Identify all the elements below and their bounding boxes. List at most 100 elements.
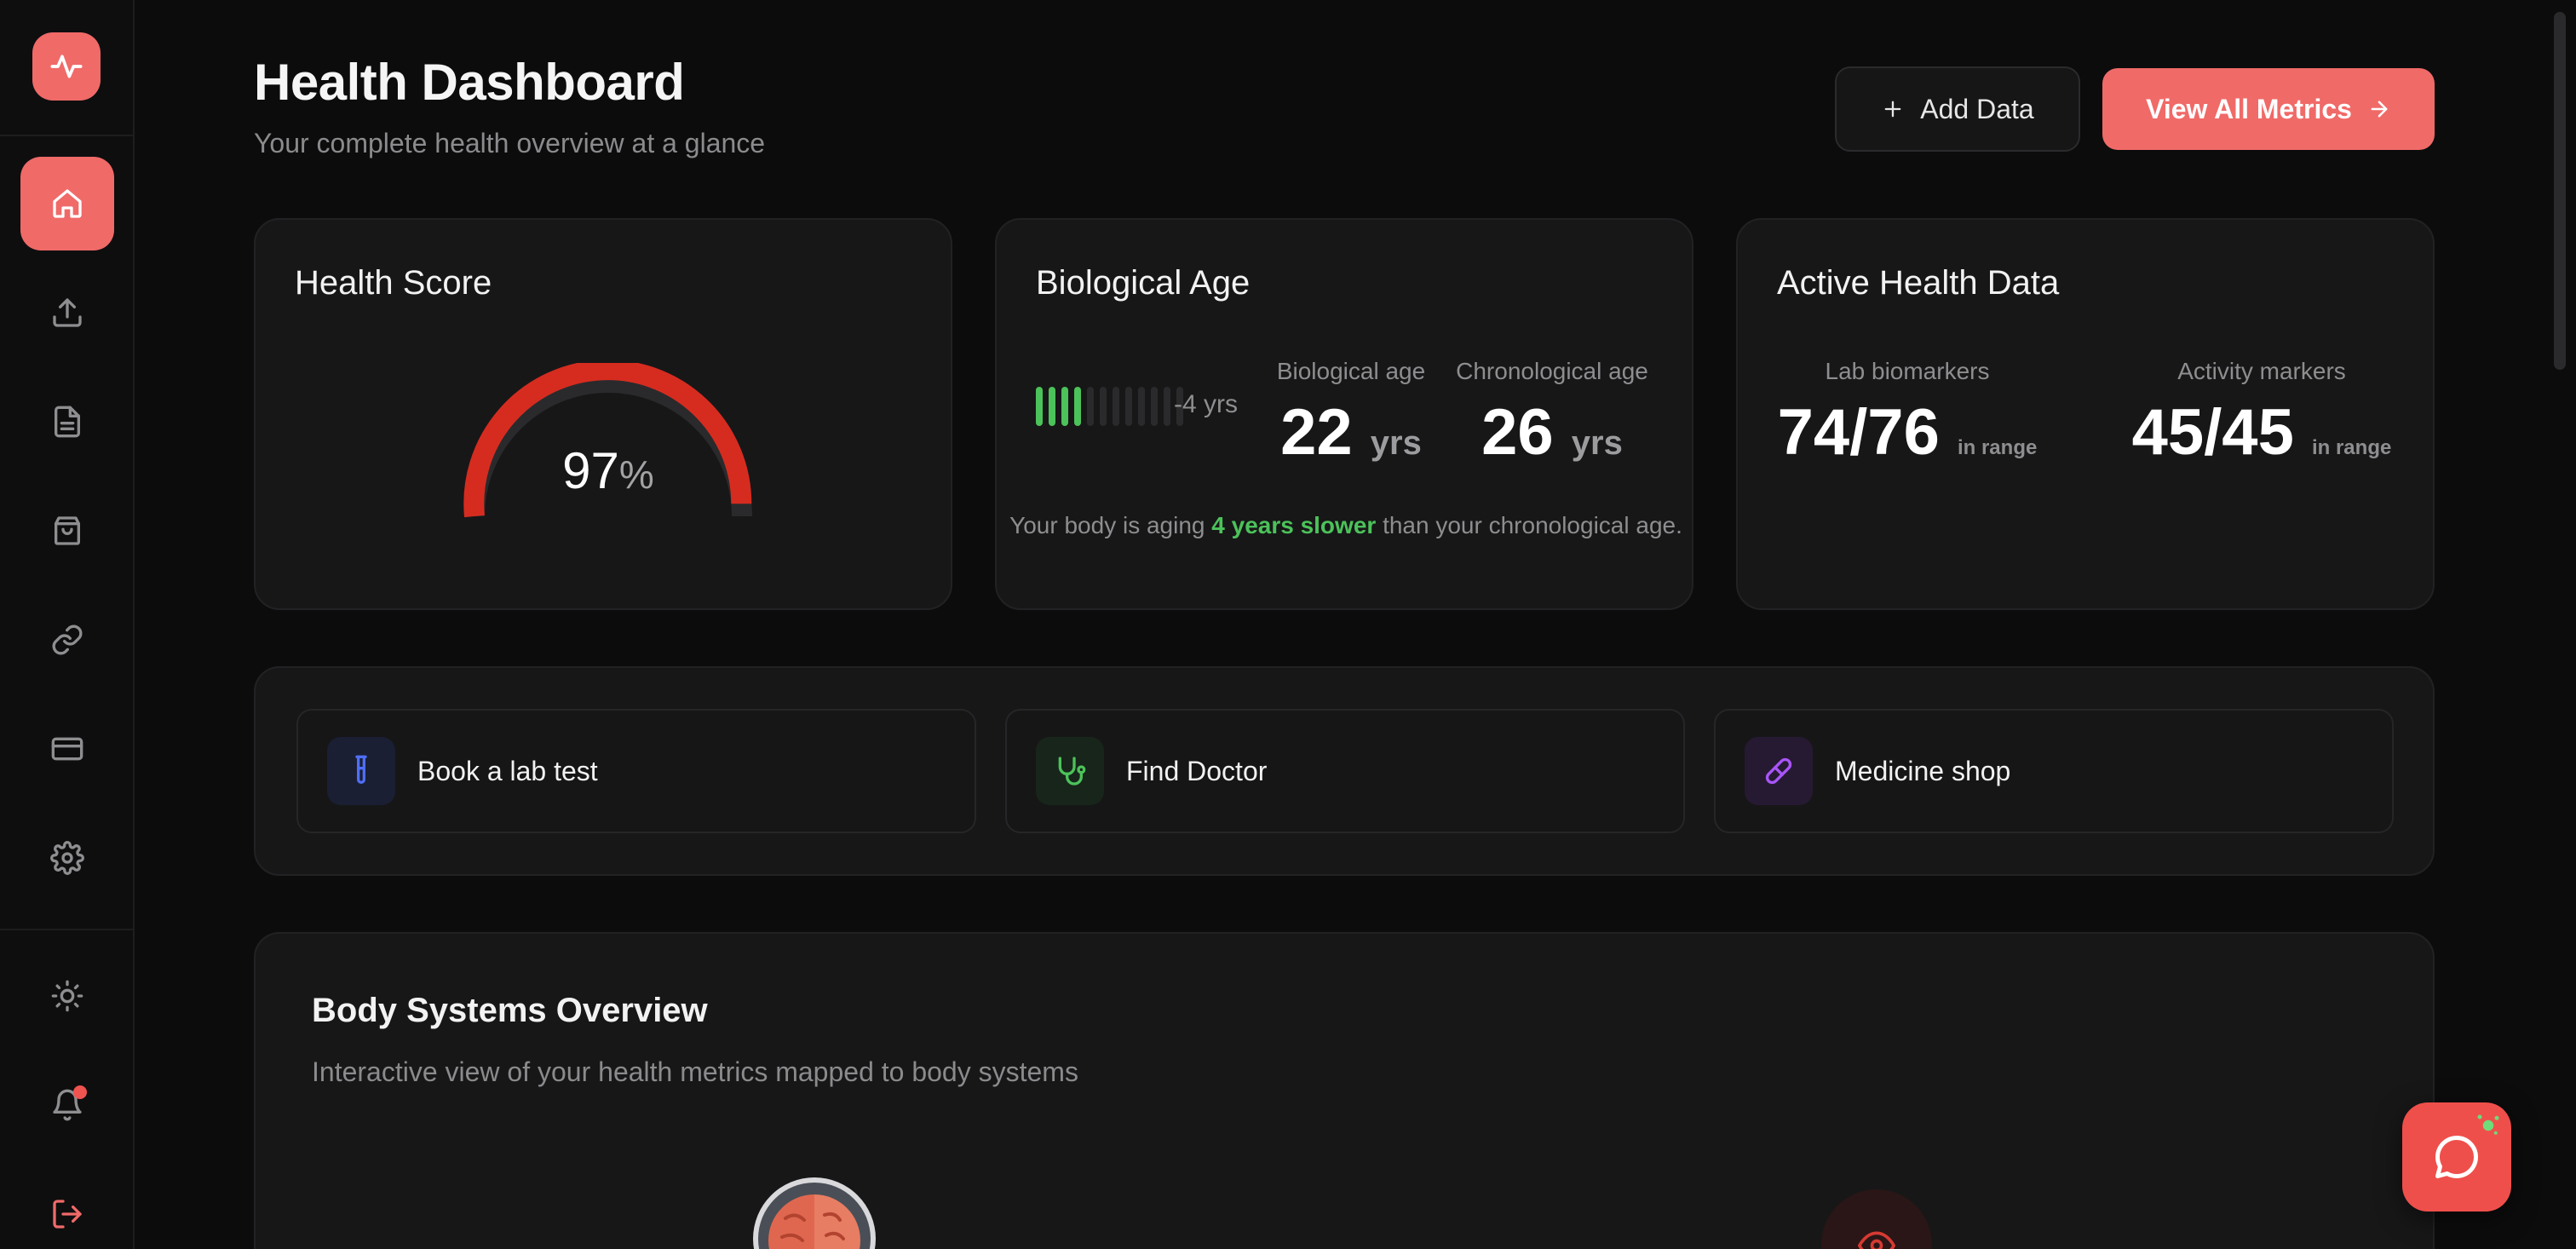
sun-icon — [51, 980, 83, 1012]
age-delta-bars — [1036, 387, 1183, 426]
logout-button[interactable] — [20, 1167, 114, 1249]
test-tube-icon — [355, 755, 367, 784]
biological-age-stat: Biological age 22 yrs — [1266, 358, 1436, 465]
biological-age-card: Biological Age -4 yrs Biological age 22 … — [995, 218, 1693, 610]
chronological-age-value-wrap: 26 yrs — [1450, 400, 1654, 465]
add-data-label: Add Data — [1920, 93, 2034, 124]
app-logo[interactable] — [32, 32, 101, 101]
notification-badge — [73, 1085, 87, 1099]
sidebar-item-billing[interactable] — [20, 702, 114, 796]
eye-icon — [1858, 1231, 1895, 1249]
age-delta: -4 yrs — [1174, 390, 1238, 418]
aging-note: Your body is aging 4 years slower than y… — [997, 508, 1695, 543]
age-delta-bar — [1151, 387, 1158, 426]
bell-icon — [53, 1089, 82, 1121]
notifications-button[interactable] — [20, 1058, 114, 1152]
biological-age-value-wrap: 22 yrs — [1266, 400, 1436, 465]
stethoscope-icon — [1058, 757, 1086, 786]
pulse-icon — [50, 55, 83, 78]
biological-age-value: 22 — [1280, 396, 1353, 469]
home-icon — [53, 189, 82, 218]
age-delta-bar — [1087, 387, 1094, 426]
find-doctor-button[interactable]: Find Doctor — [1005, 709, 1685, 833]
activity-markers-value-wrap: 45/45 in range — [2126, 400, 2397, 465]
aging-note-highlight: 4 years slower — [1211, 512, 1377, 538]
body-systems-subtitle: Interactive view of your health metrics … — [312, 1056, 1078, 1087]
chat-assistant-button[interactable] — [2402, 1102, 2511, 1212]
eye-system-node[interactable] — [1821, 1189, 1932, 1249]
sidebar-item-settings[interactable] — [20, 811, 114, 905]
biological-age-unit: yrs — [1370, 424, 1422, 462]
find-doctor-label: Find Doctor — [1126, 755, 1268, 786]
view-all-metrics-label: View All Metrics — [2146, 93, 2352, 124]
sidebar-item-home[interactable] — [20, 157, 114, 250]
health-score-unit: % — [618, 452, 654, 497]
sidebar-item-integrations[interactable] — [20, 593, 114, 687]
brain-system-node[interactable] — [753, 1177, 876, 1249]
chronological-age-value: 26 — [1481, 396, 1554, 469]
upload-icon — [53, 298, 82, 327]
credit-card-icon — [51, 737, 83, 761]
sparkle-icon — [2477, 1114, 2499, 1135]
medicine-shop-label: Medicine shop — [1835, 755, 2011, 786]
aging-note-post: than your chronological age. — [1376, 512, 1682, 538]
add-data-button[interactable]: Add Data — [1835, 66, 2080, 152]
gauge-fill — [463, 360, 752, 518]
sidebar-divider — [0, 929, 133, 930]
lab-biomarkers-stat: Lab biomarkers 74/76 in range — [1777, 358, 2038, 465]
activity-markers-value: 45/45 — [2131, 396, 2294, 469]
view-all-metrics-button[interactable]: View All Metrics — [2102, 68, 2435, 150]
activity-markers-label: Activity markers — [2177, 358, 2346, 384]
chronological-age-label: Chronological age — [1456, 358, 1648, 384]
active-health-data-title: Active Health Data — [1777, 264, 2060, 302]
gear-icon — [50, 841, 84, 875]
age-delta-bar — [1176, 387, 1183, 426]
age-delta-bar — [1125, 387, 1132, 426]
chronological-age-stat: Chronological age 26 yrs — [1450, 358, 1654, 465]
age-delta-bar — [1061, 387, 1068, 426]
stethoscope-icon-wrap — [1036, 737, 1104, 805]
sidebar-item-shop[interactable] — [20, 484, 114, 578]
book-lab-test-label: Book a lab test — [417, 755, 598, 786]
active-health-data-card: Active Health Data Lab biomarkers 74/76 … — [1736, 218, 2435, 610]
logout-icon — [53, 1200, 82, 1229]
plus-icon — [1884, 101, 1901, 118]
age-delta-bar — [1113, 387, 1119, 426]
medicine-shop-button[interactable]: Medicine shop — [1714, 709, 2394, 833]
chat-bubble-icon — [2435, 1136, 2478, 1179]
lab-biomarkers-value: 74/76 — [1777, 396, 1940, 469]
book-lab-test-button[interactable]: Book a lab test — [296, 709, 976, 833]
scrollbar-thumb[interactable] — [2554, 12, 2566, 370]
arrow-right-icon — [2371, 101, 2388, 118]
aging-note-pre: Your body is aging — [1009, 512, 1212, 538]
lab-biomarkers-label: Lab biomarkers — [1825, 358, 1990, 384]
test-tube-icon-wrap — [327, 737, 395, 805]
activity-markers-stat: Activity markers 45/45 in range — [2126, 358, 2397, 465]
activity-markers-suffix: in range — [2311, 436, 2392, 459]
shopping-bag-icon — [55, 516, 81, 545]
gauge-svg — [463, 360, 752, 518]
health-score-card: Health Score 97% — [254, 218, 952, 610]
sidebar-item-reports[interactable] — [20, 375, 114, 469]
sidebar-item-upload[interactable] — [20, 266, 114, 360]
lab-biomarkers-suffix: in range — [1957, 436, 2038, 459]
health-score-title: Health Score — [295, 264, 492, 302]
age-delta-bar — [1074, 387, 1081, 426]
brain-icon — [758, 1183, 871, 1249]
link-icon — [52, 624, 83, 655]
sidebar — [0, 0, 135, 1249]
theme-toggle[interactable] — [20, 949, 114, 1043]
age-delta-bar — [1138, 387, 1145, 426]
pill-icon — [1765, 757, 1792, 785]
sidebar-divider — [0, 135, 133, 136]
health-score-value: 97 — [562, 442, 619, 499]
lab-biomarkers-value-wrap: 74/76 in range — [1777, 400, 2038, 465]
pill-icon-wrap — [1745, 737, 1813, 805]
page-subtitle: Your complete health overview at a glanc… — [254, 128, 766, 158]
body-systems-card: Body Systems Overview Interactive view o… — [254, 932, 2435, 1249]
biological-age-title: Biological Age — [1036, 264, 1251, 302]
page-title: Health Dashboard — [254, 54, 685, 111]
age-delta-bar — [1100, 387, 1107, 426]
chronological-age-unit: yrs — [1571, 424, 1623, 462]
age-delta-bar — [1049, 387, 1055, 426]
